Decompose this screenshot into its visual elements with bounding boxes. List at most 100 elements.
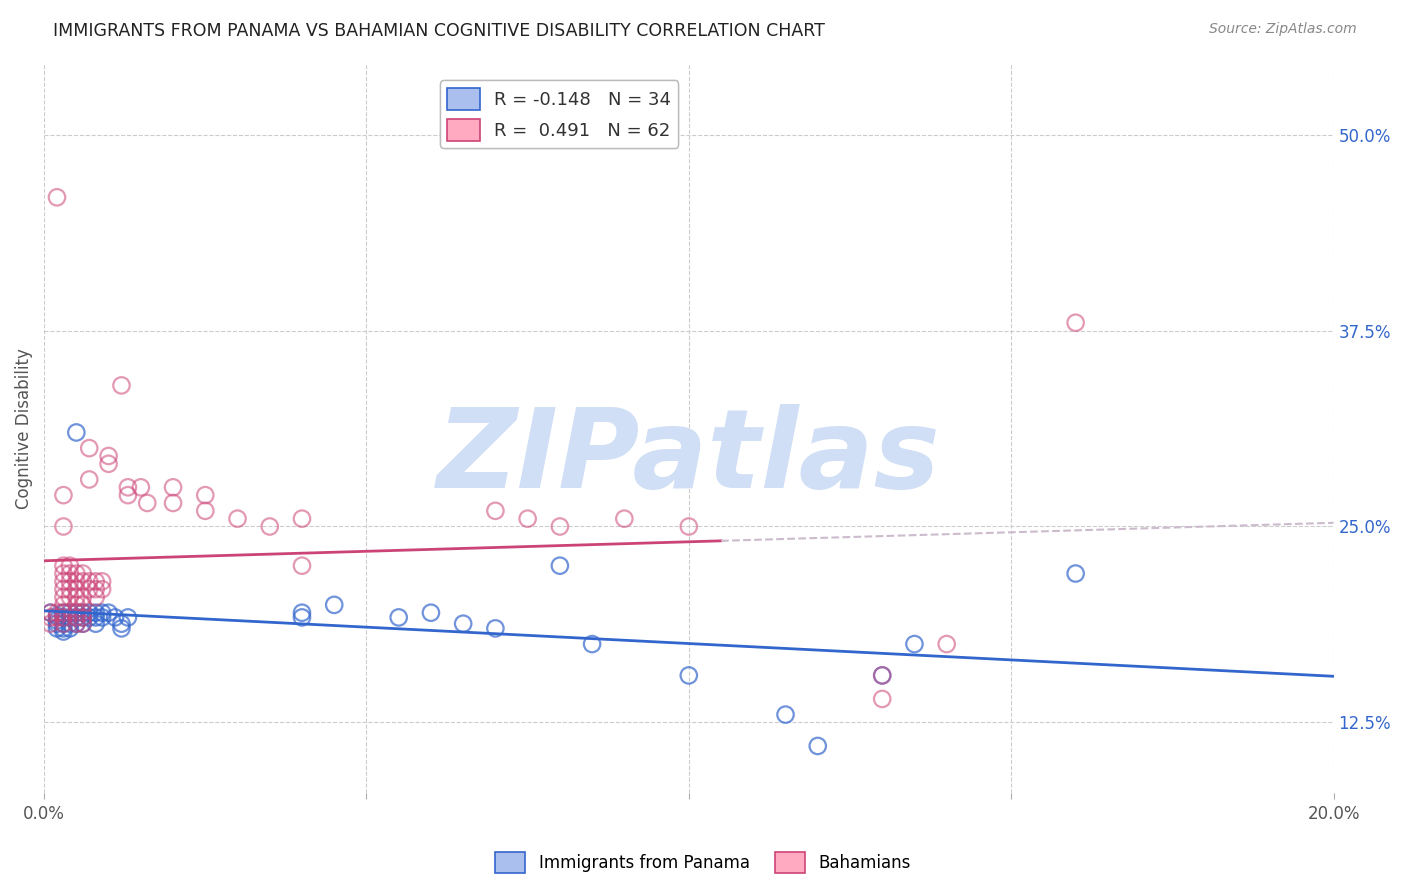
- Point: [581, 637, 603, 651]
- Point: [52, 519, 75, 533]
- Point: [110, 616, 132, 631]
- Point: [870, 668, 893, 682]
- Point: [162, 496, 184, 510]
- Point: [194, 504, 217, 518]
- Point: [291, 511, 314, 525]
- Point: [46, 616, 69, 631]
- Point: [59, 590, 82, 604]
- Point: [1064, 566, 1087, 581]
- Point: [291, 606, 314, 620]
- Point: [97, 606, 120, 620]
- Point: [91, 610, 114, 624]
- Point: [117, 488, 139, 502]
- Point: [194, 488, 217, 502]
- Point: [870, 668, 893, 682]
- Point: [65, 606, 87, 620]
- Point: [52, 488, 75, 502]
- Point: [72, 616, 94, 631]
- Point: [77, 473, 100, 487]
- Point: [59, 566, 82, 581]
- Text: Source: ZipAtlas.com: Source: ZipAtlas.com: [1209, 22, 1357, 37]
- Point: [91, 606, 114, 620]
- Point: [65, 606, 87, 620]
- Point: [451, 616, 474, 631]
- Point: [110, 378, 132, 392]
- Point: [84, 616, 107, 631]
- Point: [72, 574, 94, 589]
- Point: [39, 606, 62, 620]
- Point: [291, 558, 314, 573]
- Point: [59, 610, 82, 624]
- Point: [65, 610, 87, 624]
- Point: [52, 616, 75, 631]
- Point: [72, 610, 94, 624]
- Point: [484, 621, 506, 635]
- Point: [613, 511, 636, 525]
- Point: [110, 621, 132, 635]
- Point: [52, 606, 75, 620]
- Point: [72, 590, 94, 604]
- Point: [548, 519, 571, 533]
- Text: ZIPatlas: ZIPatlas: [437, 404, 941, 511]
- Point: [52, 598, 75, 612]
- Point: [46, 614, 69, 628]
- Point: [162, 480, 184, 494]
- Point: [52, 582, 75, 597]
- Point: [65, 616, 87, 631]
- Point: [136, 496, 159, 510]
- Point: [65, 610, 87, 624]
- Point: [226, 511, 249, 525]
- Point: [52, 558, 75, 573]
- Legend: Immigrants from Panama, Bahamians: Immigrants from Panama, Bahamians: [489, 846, 917, 880]
- Point: [72, 606, 94, 620]
- Point: [39, 616, 62, 631]
- Point: [52, 624, 75, 639]
- Point: [39, 606, 62, 620]
- Point: [59, 558, 82, 573]
- Point: [807, 739, 830, 753]
- Point: [323, 598, 346, 612]
- Point: [46, 621, 69, 635]
- Text: IMMIGRANTS FROM PANAMA VS BAHAMIAN COGNITIVE DISABILITY CORRELATION CHART: IMMIGRANTS FROM PANAMA VS BAHAMIAN COGNI…: [53, 22, 825, 40]
- Point: [678, 668, 700, 682]
- Point: [678, 519, 700, 533]
- Point: [72, 606, 94, 620]
- Point: [59, 574, 82, 589]
- Point: [117, 480, 139, 494]
- Legend: R = -0.148   N = 34, R =  0.491   N = 62: R = -0.148 N = 34, R = 0.491 N = 62: [440, 80, 678, 148]
- Point: [65, 598, 87, 612]
- Point: [775, 707, 797, 722]
- Point: [91, 574, 114, 589]
- Point: [935, 637, 957, 651]
- Point: [72, 566, 94, 581]
- Point: [52, 621, 75, 635]
- Point: [97, 449, 120, 463]
- Point: [52, 610, 75, 624]
- Point: [419, 606, 441, 620]
- Point: [77, 574, 100, 589]
- Point: [1064, 316, 1087, 330]
- Point: [52, 566, 75, 581]
- Point: [65, 582, 87, 597]
- Point: [52, 616, 75, 631]
- Point: [84, 606, 107, 620]
- Y-axis label: Cognitive Disability: Cognitive Disability: [15, 348, 32, 509]
- Point: [39, 610, 62, 624]
- Point: [117, 610, 139, 624]
- Point: [388, 610, 411, 624]
- Point: [59, 616, 82, 631]
- Point: [870, 692, 893, 706]
- Point: [291, 610, 314, 624]
- Point: [46, 606, 69, 620]
- Point: [65, 566, 87, 581]
- Point: [52, 574, 75, 589]
- Point: [46, 608, 69, 623]
- Point: [65, 425, 87, 440]
- Point: [77, 606, 100, 620]
- Point: [91, 582, 114, 597]
- Point: [84, 582, 107, 597]
- Point: [72, 610, 94, 624]
- Point: [104, 610, 127, 624]
- Point: [129, 480, 152, 494]
- Point: [77, 441, 100, 455]
